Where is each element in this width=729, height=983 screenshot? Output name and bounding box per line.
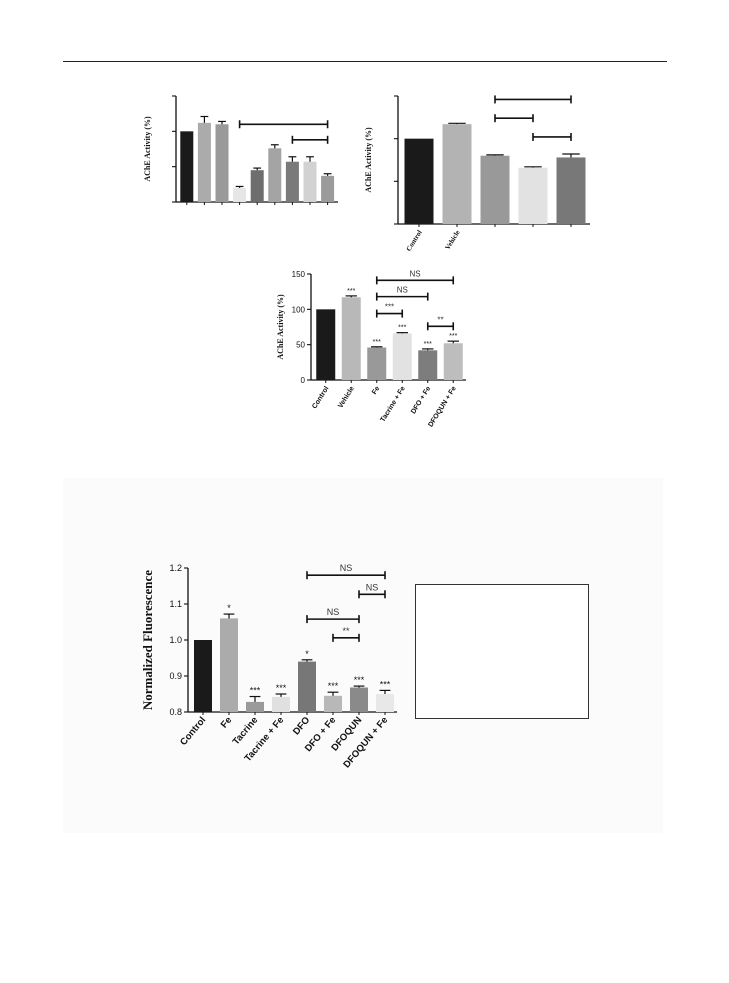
y-axis-label: AChE Activity (%): [143, 116, 152, 182]
bar: [215, 124, 229, 202]
bar: [285, 161, 299, 202]
bar: [321, 175, 335, 202]
bar: [197, 122, 211, 202]
category-label: Fe: [371, 385, 381, 396]
y-tick-label: 1.0: [169, 635, 182, 645]
bar: [418, 350, 438, 380]
bracket-label: NS: [409, 269, 420, 278]
significance-label: ***: [347, 288, 355, 295]
y-tick-label: 150: [292, 270, 306, 279]
y-tick-label: 1.1: [169, 599, 182, 609]
bracket-label: NS: [340, 563, 353, 573]
y-tick-label: 50: [296, 341, 305, 350]
bracket-label: NS: [366, 582, 379, 592]
legend-box: [415, 584, 589, 719]
bar: [324, 695, 342, 712]
bracket-label: **: [342, 626, 350, 636]
bracket-label: ***: [385, 303, 394, 312]
significance-label: *: [227, 603, 231, 613]
category-label: Fe: [219, 715, 235, 731]
category-label: DFO: [291, 715, 312, 737]
bar: [298, 661, 316, 712]
bar: [376, 694, 394, 712]
bar: [246, 701, 264, 712]
bar: [480, 155, 510, 224]
bar: [442, 124, 472, 224]
significance-label: ***: [449, 333, 457, 340]
bar: [350, 687, 368, 712]
bar: [194, 640, 212, 712]
y-tick-label: 1.2: [169, 563, 182, 573]
y-tick-label: 0: [301, 376, 306, 385]
significance-label: ***: [250, 686, 261, 696]
significance-label: ***: [328, 681, 339, 691]
bracket-label: **: [437, 315, 443, 324]
bar: [392, 333, 412, 380]
y-tick-label: 0.9: [169, 671, 182, 681]
significance-label: ***: [354, 675, 365, 685]
bar: [367, 347, 387, 380]
bar: [404, 138, 434, 224]
bar: [250, 170, 264, 202]
bar: [220, 618, 238, 712]
significance-label: ***: [380, 679, 391, 689]
y-axis-label: AChE Activity (%): [364, 127, 373, 193]
bar: [518, 167, 548, 224]
y-axis-label: AChE Activity (%): [276, 294, 285, 360]
y-tick-label: 100: [292, 305, 306, 314]
bar: [268, 148, 282, 202]
bar: [303, 161, 317, 202]
significance-label: ***: [424, 341, 432, 348]
bar: [272, 696, 290, 712]
y-tick-label: 0.8: [169, 707, 182, 717]
page-top-rule: [63, 61, 667, 62]
bar: [233, 187, 247, 202]
significance-label: ***: [398, 325, 406, 332]
bar: [556, 157, 586, 224]
y-axis-label: Normalized Fluorescence: [140, 570, 155, 710]
significance-label: ***: [373, 339, 381, 346]
bar: [316, 309, 336, 380]
significance-label: *: [305, 649, 309, 659]
bar: [180, 131, 194, 202]
bracket-label: NS: [327, 607, 340, 617]
bar: [443, 343, 463, 380]
category-label: Control: [178, 715, 208, 748]
bar: [341, 297, 361, 380]
significance-label: ***: [276, 683, 287, 693]
bracket-label: NS: [397, 286, 408, 295]
